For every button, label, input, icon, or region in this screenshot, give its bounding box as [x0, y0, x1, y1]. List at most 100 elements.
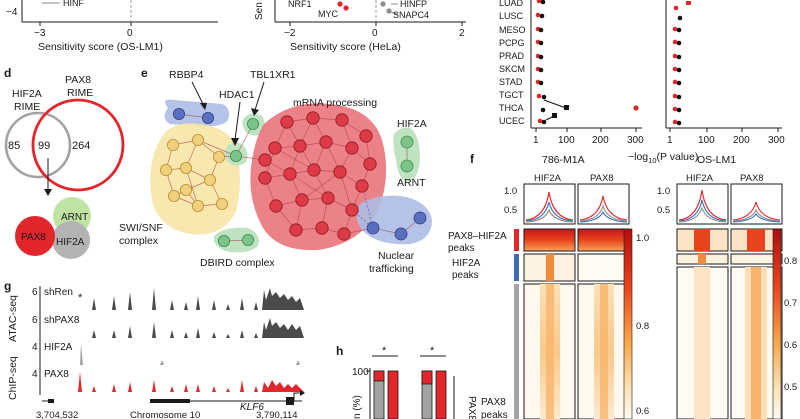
bar-red [435, 370, 447, 419]
panel-f-cell-right: OS-LM1 [697, 154, 736, 166]
venn-count-right: 264 [72, 140, 90, 152]
track-name: PAX8 [44, 369, 69, 380]
venn-count-left: 85 [8, 140, 20, 152]
bar-red [373, 370, 385, 382]
panel-c-cancer: MESO [499, 25, 526, 35]
arrow-rbbp4 [191, 81, 204, 105]
panel-b-xtick: 2 [459, 28, 465, 39]
panel-c-left-points [535, 0, 639, 125]
track-shpax8 [42, 318, 306, 338]
panel-c-cancer: THCA [499, 103, 524, 113]
profile-ytick: 1.0 [504, 186, 517, 197]
panel-f-cell-left: 786-M1A [542, 154, 585, 166]
complex-circle-pax8 [15, 216, 55, 256]
panel-e-letter: e [141, 66, 148, 80]
panel-h-group-label: PAX8 [466, 396, 477, 419]
label-swisnf-1: SWI/SNF [119, 222, 163, 234]
panel-b-xtick: 0 [372, 28, 378, 39]
bar-red [421, 370, 433, 385]
panel-b-point [343, 5, 349, 11]
panel-c-xtick: 100 [698, 135, 715, 146]
colorscale-right-tick: 0.7 [784, 298, 797, 309]
colorscale-left-tick: 0.8 [636, 321, 649, 332]
panel-b-gene-nrf1: NRF1 [288, 0, 312, 9]
label-rbbp4: RBBP4 [169, 69, 204, 81]
colorscale-right-tick: 0.8 [784, 256, 797, 267]
row-bar-hif2a [514, 254, 519, 281]
panel-c-cancer: TGCT [499, 90, 524, 100]
panel-d-label-left-2: RIME [14, 101, 40, 113]
label-tbl1xr1: TBL1XR1 [250, 69, 296, 81]
panel-c-xtick: 200 [733, 135, 750, 146]
gene-label-klf6: KLF6 [240, 402, 264, 413]
track-star: * [78, 292, 83, 304]
panel-a: −4 HINF −3 0 Sensitivity score (OS-LM1) [6, 0, 218, 53]
panel-h-ylabel: n (%) [352, 395, 363, 419]
complex-label-pax8: PAX8 [21, 232, 46, 243]
colorscale-right-tick: 0.6 [784, 340, 797, 351]
panel-c-xtick: 1 [533, 135, 539, 146]
sig-star: * [382, 345, 387, 357]
track-pax8 [42, 372, 306, 392]
profile-plots [523, 183, 783, 225]
gene-model-exon [286, 397, 294, 405]
label-mrna-processing: mRNA processing [293, 97, 377, 109]
arrow-hdac1 [234, 101, 241, 141]
venn-arrow-head [44, 189, 52, 196]
panel-h: h n (%) 100 * * PAX8 [336, 344, 477, 419]
complex-label-arnt: ARNT [61, 212, 88, 223]
track-hif2a [42, 343, 306, 365]
panel-f-col-label: HIF2A [534, 173, 562, 184]
track-scale: 4 [32, 369, 38, 380]
panel-a-xtick: −3 [34, 28, 46, 39]
panel-a-xlabel: Sensitivity score (OS-LM1) [38, 41, 163, 53]
row-bar-pax8-hif2a [514, 229, 519, 251]
heatmaps [523, 228, 783, 419]
tss-arrow [293, 392, 302, 401]
arrow-tbl1xr1-head [251, 108, 259, 116]
panel-f-col-label: HIF2A [686, 173, 714, 184]
panel-c: LUAD LUSC MESO PCPG PRAD SKCM STAD TGCT … [499, 0, 785, 165]
bar-red [387, 370, 399, 419]
chromosome-label: Chromosome 10 [130, 410, 200, 419]
network-nodes [159, 108, 427, 247]
panel-c-xtick: 300 [768, 135, 785, 146]
arrow-tbl1xr1 [254, 81, 265, 111]
panel-a-ytick: −4 [6, 7, 18, 18]
panel-b-xtick: −2 [284, 28, 296, 39]
track-name: HIF2A [44, 342, 73, 353]
tss-arrow-head [300, 390, 305, 396]
panel-c-cancer: LUAD [499, 0, 524, 8]
panel-f-col-label: PAX8 [590, 173, 614, 184]
panel-c-xlabel: −log10(P value) [628, 151, 698, 165]
row-bar-pax8 [514, 284, 519, 419]
arrow-hdac1-head [231, 138, 239, 146]
track-scale: 6 [32, 315, 38, 326]
complex-label-hif2a: HIF2A [56, 237, 85, 248]
panel-b-gene-hinfp: HINFP [400, 0, 427, 9]
panel-h-letter: h [336, 344, 343, 358]
panel-c-cancer: PCPG [499, 38, 525, 48]
track-name: shRen [44, 287, 73, 298]
panel-f-col-label: PAX8 [740, 173, 764, 184]
panel-g: g ATAC-seq ChIP-seq 6 shRen * 6 shPAX8 4… [4, 279, 306, 419]
panel-b-gene-myc: MYC [318, 9, 339, 19]
panel-a-gene-label: HINF [63, 0, 84, 8]
panel-c-cancer: PRAD [499, 51, 525, 61]
panel-f-letter: f [470, 152, 475, 166]
colorscale-left-tick: 0.6 [636, 406, 649, 417]
panel-b-xlabel: Sensitivity score (HeLa) [290, 41, 401, 53]
label-nuclear-1: Nuclear [378, 250, 415, 262]
panel-b-ylabel: Sen [254, 2, 265, 20]
gene-model-exon [48, 399, 54, 403]
panel-b-point [386, 8, 392, 14]
panel-d-label-right-2: RIME [67, 87, 93, 99]
row-label-pax8-hif2a-2: peaks [448, 243, 475, 254]
gene-model-exon [150, 399, 190, 403]
panel-d: d HIF2A RIME PAX8 RIME 85 99 264 ARNT HI… [4, 66, 125, 259]
track-scale: 4 [32, 342, 38, 353]
colorscale-right-tick: 0.5 [784, 382, 797, 393]
row-label-hif2a-2: peaks [452, 270, 479, 281]
track-shren [42, 288, 306, 310]
panel-c-cancer: LUSC [499, 11, 524, 21]
